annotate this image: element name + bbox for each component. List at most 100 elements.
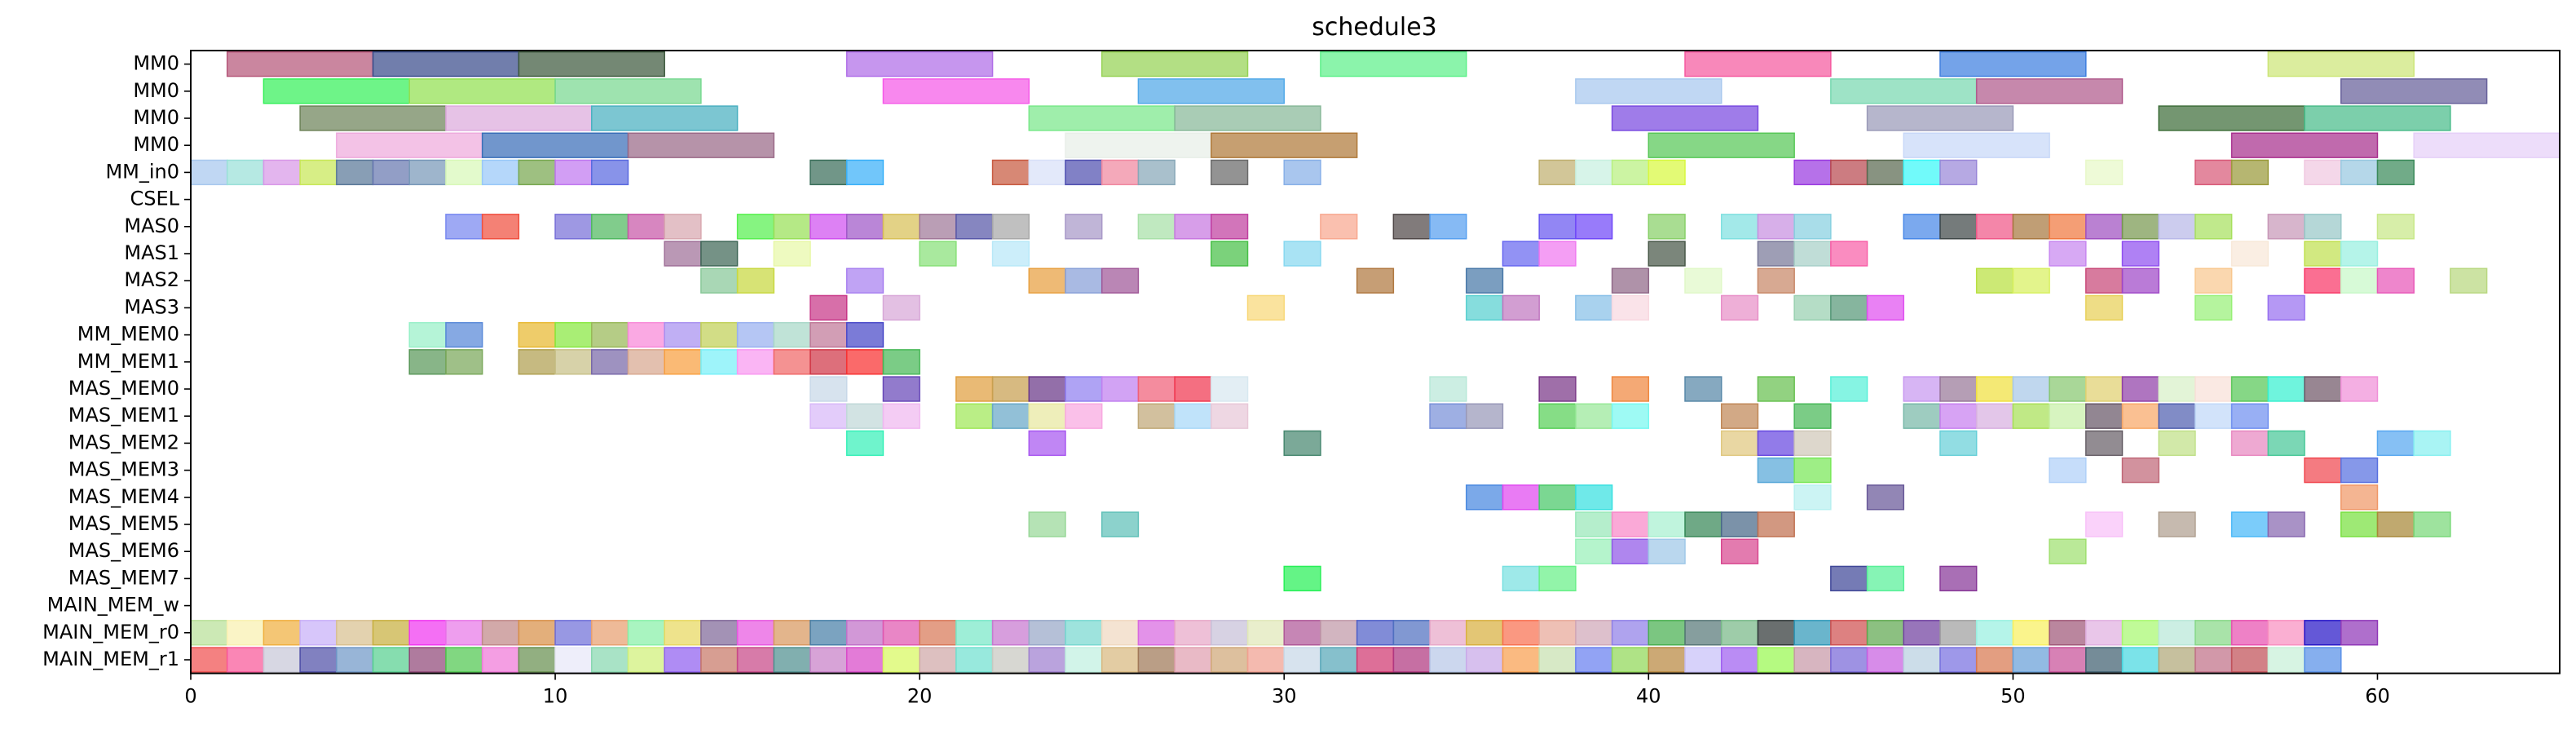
schedule-bar	[1575, 538, 1613, 564]
schedule-bar	[2413, 430, 2451, 457]
schedule-bar	[882, 620, 920, 646]
schedule-bar	[1793, 457, 1832, 484]
schedule-bar	[2340, 78, 2488, 104]
schedule-bar	[1028, 376, 1066, 402]
schedule-bar	[1720, 511, 1759, 537]
row-label: MM0	[133, 52, 179, 75]
schedule-bar	[408, 78, 556, 104]
schedule-bar	[2121, 403, 2159, 429]
schedule-bar	[2340, 159, 2379, 186]
schedule-bar	[1830, 294, 1868, 321]
schedule-bar	[1137, 620, 1176, 646]
schedule-bar	[991, 403, 1030, 429]
schedule-bar	[1647, 241, 1686, 267]
schedule-bar	[1903, 620, 1941, 646]
schedule-bar	[1575, 620, 1613, 646]
schedule-bar	[845, 403, 884, 429]
schedule-bar	[2413, 511, 2451, 537]
schedule-bar	[2194, 620, 2233, 646]
schedule-bar	[226, 159, 265, 186]
schedule-bar	[2340, 241, 2379, 267]
schedule-bar	[845, 647, 884, 673]
schedule-bar	[809, 159, 848, 186]
schedule-bar	[481, 620, 520, 646]
schedule-bar	[700, 321, 739, 348]
schedule-bar	[1611, 376, 1650, 402]
schedule-bar	[226, 620, 265, 646]
schedule-bar	[882, 403, 920, 429]
schedule-bar	[518, 620, 556, 646]
schedule-bar	[1830, 647, 1868, 673]
schedule-bar	[1720, 430, 1759, 457]
schedule-bar	[1028, 268, 1066, 294]
schedule-bar	[299, 159, 337, 186]
schedule-bar	[1028, 647, 1066, 673]
schedule-bar	[1611, 105, 1759, 131]
schedule-bar	[2194, 647, 2233, 673]
schedule-bar	[1975, 620, 2014, 646]
schedule-bar	[1793, 294, 1832, 321]
schedule-bar	[1137, 78, 1285, 104]
row-label: MAS_MEM5	[68, 512, 179, 535]
row-label: MAIN_MEM_w	[47, 594, 179, 617]
schedule-bar	[1211, 241, 1249, 267]
schedule-bar	[2376, 268, 2415, 294]
schedule-bar	[700, 647, 739, 673]
schedule-bar	[2304, 159, 2342, 186]
schedule-bar	[1356, 268, 1395, 294]
schedule-bar	[2267, 51, 2415, 77]
schedule-bar	[1903, 403, 1941, 429]
schedule-bar	[1866, 647, 1905, 673]
schedule-bar	[2085, 647, 2124, 673]
schedule-bar	[1028, 403, 1066, 429]
schedule-bar	[2085, 511, 2124, 537]
schedule-bar	[1320, 620, 1358, 646]
schedule-bar	[1466, 484, 1504, 511]
schedule-bar	[1611, 647, 1650, 673]
schedule-bar	[1101, 647, 1140, 673]
schedule-bar	[809, 403, 848, 429]
schedule-bar	[2049, 376, 2087, 402]
schedule-bar	[1611, 538, 1650, 564]
schedule-bar	[1502, 484, 1540, 511]
schedule-bar	[845, 430, 884, 457]
schedule-bar	[882, 349, 920, 375]
schedule-bar	[1575, 511, 1613, 537]
schedule-bar	[1903, 214, 1941, 240]
schedule-bar	[445, 105, 593, 131]
schedule-bar	[1174, 105, 1321, 131]
schedule-bar	[1065, 376, 1103, 402]
schedule-bar	[2267, 647, 2305, 673]
row-labels: MM0 MM0 MM0 MM0 MM_in0 CSEL MAS0 MAS1 MAS2 MAS3 MM…	[42, 52, 191, 670]
schedule-bar	[2158, 214, 2196, 240]
schedule-bar	[664, 620, 702, 646]
schedule-bar	[2085, 376, 2124, 402]
schedule-bar	[809, 647, 848, 673]
schedule-bar	[2304, 214, 2342, 240]
schedule-bar	[518, 647, 556, 673]
schedule-bar	[372, 51, 520, 77]
schedule-bar	[2267, 294, 2305, 321]
schedule-bar	[1246, 647, 1285, 673]
row-label: MAS_MEM2	[68, 431, 179, 453]
schedule-bar	[809, 376, 848, 402]
schedule-bar	[190, 620, 228, 646]
schedule-bar	[1866, 159, 1905, 186]
schedule-bar	[1684, 647, 1722, 673]
schedule-bar	[809, 321, 848, 348]
schedule-bar	[1975, 214, 2014, 240]
schedule-bar	[1647, 159, 1686, 186]
schedule-bar	[1283, 565, 1321, 592]
schedule-bar	[2304, 620, 2342, 646]
schedule-bar	[845, 349, 884, 375]
x-tick-label: 0	[184, 685, 196, 708]
schedule-bar	[773, 214, 811, 240]
schedule-bar	[481, 159, 520, 186]
schedule-bar	[2267, 214, 2305, 240]
schedule-bar	[1975, 78, 2124, 104]
schedule-bar	[2012, 376, 2050, 402]
schedule-bar	[919, 214, 957, 240]
schedule-bar	[1538, 214, 1577, 240]
x-tick-label: 60	[2365, 685, 2390, 708]
